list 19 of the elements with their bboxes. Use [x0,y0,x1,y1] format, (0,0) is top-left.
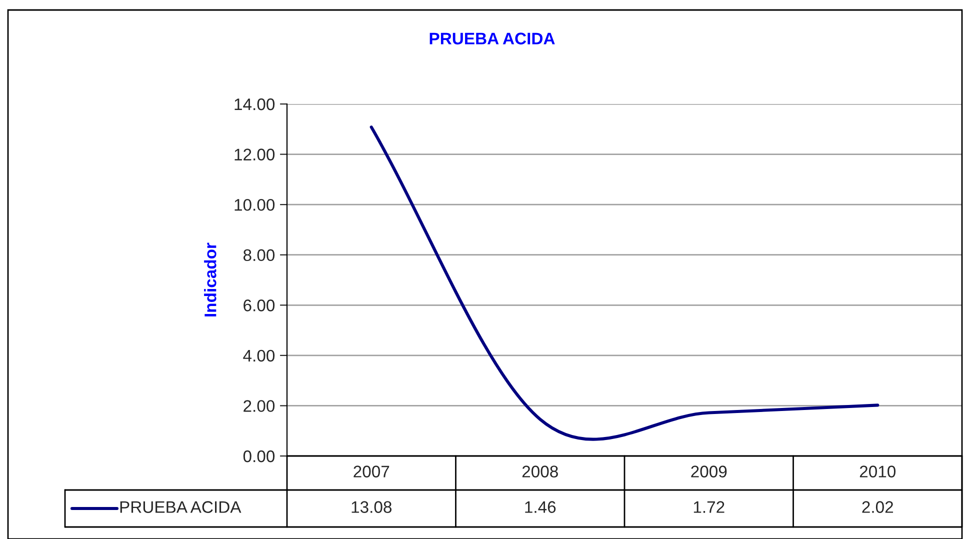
chart-title: PRUEBA ACIDA [430,32,555,44]
y-tick-label: 4.00 [243,350,275,362]
x-tick-label: 2010 [860,466,896,478]
y-tick-label: 0.00 [243,450,275,462]
y-tick-label: 10.00 [234,198,275,211]
y-tick-label: 2.00 [244,400,275,412]
data-label: 13.08 [352,501,392,513]
data-label: 2.02 [862,501,894,513]
y-axis-title: Indicador [204,242,216,316]
x-tick-label: 2009 [691,466,727,478]
x-tick-label: 2008 [522,466,558,478]
y-tick-label: 6.00 [244,300,275,312]
y-tick-label: 14.00 [234,98,275,110]
y-tick-label: 8.00 [243,249,275,262]
y-tick-label: 12.00 [234,148,275,160]
data-label: 1.46 [525,501,556,513]
x-tick-label: 2007 [354,466,390,478]
data-label: 1.72 [694,501,724,513]
legend-label: PRUEBA ACIDA [120,501,242,513]
